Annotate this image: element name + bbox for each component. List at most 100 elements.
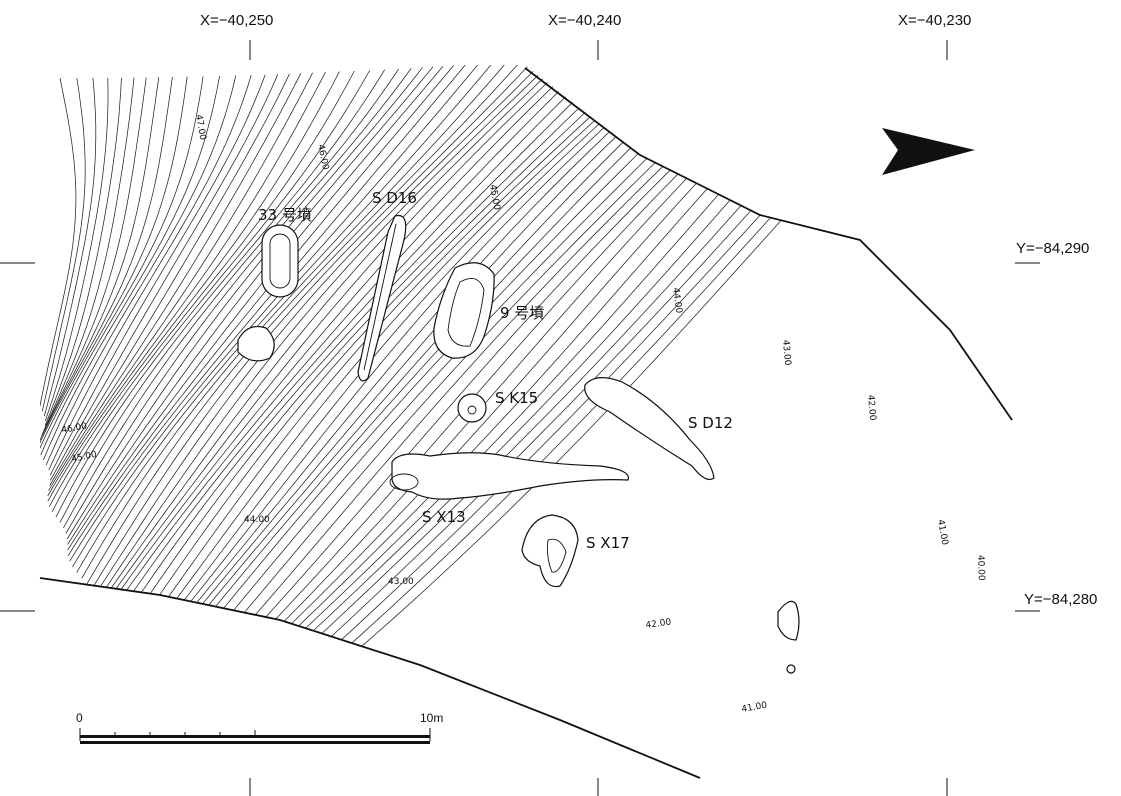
contour-line <box>184 65 943 780</box>
contour-line <box>48 71 340 507</box>
label-sx17: S X17 <box>586 534 630 552</box>
contour-line <box>111 65 621 637</box>
contour-line <box>40 76 188 451</box>
contour-line <box>44 77 122 426</box>
contour-line <box>102 65 595 626</box>
contour-line <box>138 65 722 691</box>
contour-line <box>44 77 109 422</box>
elev-label: 40.00 <box>975 555 986 581</box>
elev-label: 45.00 <box>487 184 501 211</box>
contour-line <box>67 65 444 551</box>
contour-line <box>48 73 302 491</box>
contour-line <box>134 65 700 679</box>
contour-line <box>67 65 454 556</box>
label-sd16: S D16 <box>372 189 417 207</box>
ditch-sd12 <box>584 377 715 481</box>
tomb-33 <box>261 224 299 298</box>
contour-line <box>133 65 691 673</box>
contour-line <box>96 65 555 602</box>
contour-line <box>43 77 135 431</box>
contour-line <box>183 65 930 780</box>
contour-line <box>50 74 279 481</box>
contour-line <box>40 77 77 407</box>
contour-line <box>99 65 584 620</box>
contour-line <box>65 68 412 534</box>
contour-line <box>69 65 466 562</box>
elev-label: 42.00 <box>865 394 877 421</box>
contour-line <box>45 75 237 466</box>
contour-line <box>98 65 574 614</box>
pit-sk15 <box>457 393 487 423</box>
label-tomb-33: 33 号墳 <box>258 206 312 224</box>
contour-line <box>40 76 173 446</box>
site-boundary-bottom <box>39 577 701 779</box>
contour-line <box>135 65 711 685</box>
contour-line <box>43 77 97 417</box>
grid-ticks <box>0 40 1040 796</box>
elev-label: 41.00 <box>741 701 768 715</box>
label-tomb-9: 9 号墳 <box>500 304 544 322</box>
contour-line <box>90 65 534 590</box>
contour-line <box>41 77 86 412</box>
elev-label: 44.00 <box>670 287 684 314</box>
elev-label: 41.00 <box>935 519 949 546</box>
contour-line <box>94 65 545 596</box>
contour-line <box>48 75 252 471</box>
contour-line <box>97 65 565 608</box>
feature-sx17 <box>521 514 579 588</box>
site-boundary-top <box>524 67 1013 421</box>
elev-label: 47.00 <box>193 114 207 141</box>
contour-line <box>76 65 493 573</box>
pit-west <box>237 325 275 362</box>
contour-lines <box>40 65 943 780</box>
contour-line <box>66 67 423 540</box>
contour-line <box>47 72 313 497</box>
grid-label-x-40230: X=−40,230 <box>898 12 971 29</box>
elev-label: 43.00 <box>780 339 792 366</box>
contour-line <box>177 65 902 775</box>
contour-line <box>86 65 521 585</box>
feature-sx13 <box>389 452 630 500</box>
label-sk15: S K15 <box>495 389 538 407</box>
pit-east <box>777 600 800 674</box>
contour-line <box>81 65 507 579</box>
scale-end-label: 10m <box>420 711 443 725</box>
label-sx13: S X13 <box>422 508 466 526</box>
north-arrow-icon <box>882 128 975 175</box>
contour-line <box>164 65 822 739</box>
grid-label-x-40250: X=−40,250 <box>200 12 273 29</box>
grid-label-x-40240: X=−40,240 <box>548 12 621 29</box>
contour-line <box>67 66 434 545</box>
tomb-9 <box>433 262 495 359</box>
ditch-sd16 <box>357 214 407 382</box>
grid-label-y-84280: Y=−84,280 <box>1024 591 1097 608</box>
contour-line <box>40 76 204 456</box>
scale-bar: 0 10m <box>76 711 443 744</box>
contour-line <box>55 70 371 518</box>
contour-line <box>132 65 681 667</box>
elev-label: 43.00 <box>388 577 414 587</box>
contour-line <box>106 65 608 631</box>
contour-line <box>59 69 386 523</box>
contour-line <box>63 68 399 529</box>
contour-line <box>181 65 917 780</box>
contour-line <box>40 77 160 441</box>
elev-label: 42.00 <box>645 617 672 631</box>
elev-label: 44.00 <box>244 515 270 525</box>
contour-line <box>51 70 355 512</box>
contour-line <box>142 65 735 697</box>
grid-label-y-84290: Y=−84,290 <box>1016 240 1089 257</box>
contour-line <box>116 65 635 643</box>
contour-line <box>42 75 220 461</box>
contour-line <box>49 74 266 476</box>
contour-line <box>72 65 479 568</box>
contour-line <box>164 65 812 733</box>
contour-line <box>122 65 648 649</box>
contour-line <box>49 73 290 486</box>
scale-start-label: 0 <box>76 711 83 725</box>
contour-line <box>41 77 147 436</box>
label-sd12: S D12 <box>688 414 733 432</box>
contour-line <box>160 65 790 721</box>
elev-label: 46.00 <box>61 422 88 436</box>
